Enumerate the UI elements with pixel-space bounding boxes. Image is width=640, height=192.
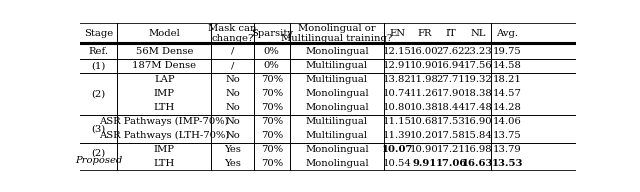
Text: 17.58: 17.58	[436, 131, 465, 140]
Text: 23.23: 23.23	[463, 47, 492, 56]
Text: 70%: 70%	[260, 145, 283, 154]
Text: 11.98: 11.98	[410, 75, 438, 84]
Text: 16.90: 16.90	[463, 117, 492, 126]
Text: 17.53: 17.53	[436, 117, 465, 126]
Text: 12.15: 12.15	[383, 47, 412, 56]
Text: 13.82: 13.82	[383, 75, 412, 84]
Text: 18.21: 18.21	[493, 75, 522, 84]
Text: IMP: IMP	[154, 89, 175, 98]
Text: 56M Dense: 56M Dense	[136, 47, 193, 56]
Text: Monolingual: Monolingual	[305, 145, 369, 154]
Text: Monolingual: Monolingual	[305, 103, 369, 112]
Text: 187M Dense: 187M Dense	[132, 61, 196, 70]
Text: Proposed: Proposed	[75, 156, 122, 165]
Text: ASR Pathways (LTH-70%): ASR Pathways (LTH-70%)	[99, 131, 230, 140]
Text: 17.56: 17.56	[463, 61, 492, 70]
Text: 10.90: 10.90	[410, 145, 438, 154]
Text: Ref.: Ref.	[88, 47, 109, 56]
Text: 0%: 0%	[264, 47, 280, 56]
Text: 16.63: 16.63	[462, 159, 493, 168]
Text: 16.98: 16.98	[463, 145, 492, 154]
Text: 27.62: 27.62	[436, 47, 465, 56]
Text: Multilingual: Multilingual	[306, 61, 368, 70]
Text: LTH: LTH	[154, 159, 175, 168]
Text: No: No	[225, 131, 240, 140]
Text: LAP: LAP	[154, 75, 175, 84]
Text: 13.79: 13.79	[493, 145, 522, 154]
Text: Yes: Yes	[224, 159, 241, 168]
Text: 14.58: 14.58	[493, 61, 522, 70]
Text: Mask can
change?: Mask can change?	[208, 24, 257, 43]
Text: 19.75: 19.75	[493, 47, 522, 56]
Text: 10.07: 10.07	[381, 145, 413, 154]
Text: 13.75: 13.75	[493, 131, 522, 140]
Text: IT: IT	[445, 29, 456, 38]
Text: 11.39: 11.39	[383, 131, 412, 140]
Text: No: No	[225, 117, 240, 126]
Text: /: /	[231, 47, 234, 56]
Text: (1): (1)	[92, 61, 106, 70]
Text: 17.21: 17.21	[436, 145, 465, 154]
Text: LTH: LTH	[154, 103, 175, 112]
Text: 16.00: 16.00	[410, 47, 438, 56]
Text: 19.32: 19.32	[463, 75, 492, 84]
Text: Avg.: Avg.	[496, 29, 518, 38]
Text: 70%: 70%	[260, 131, 283, 140]
Text: 10.90: 10.90	[410, 61, 438, 70]
Text: 14.28: 14.28	[493, 103, 522, 112]
Text: Sparsity: Sparsity	[251, 29, 292, 38]
Text: Monolingual or
Multilingual training?: Monolingual or Multilingual training?	[282, 24, 392, 43]
Text: 10.80: 10.80	[383, 103, 412, 112]
Text: 18.38: 18.38	[463, 89, 492, 98]
Text: IMP: IMP	[154, 145, 175, 154]
Text: 18.44: 18.44	[436, 103, 465, 112]
Text: 12.91: 12.91	[383, 61, 412, 70]
Text: 13.53: 13.53	[492, 159, 523, 168]
Text: 17.90: 17.90	[436, 89, 465, 98]
Text: 10.54: 10.54	[383, 159, 412, 168]
Text: EN: EN	[389, 29, 406, 38]
Text: NL: NL	[470, 29, 486, 38]
Text: (2): (2)	[92, 89, 106, 98]
Text: Model: Model	[148, 29, 180, 38]
Text: 70%: 70%	[260, 117, 283, 126]
Text: 10.74: 10.74	[383, 89, 412, 98]
Text: ASR Pathways (IMP-70%): ASR Pathways (IMP-70%)	[99, 117, 229, 126]
Text: /: /	[231, 61, 234, 70]
Text: 10.68: 10.68	[410, 117, 438, 126]
Text: 10.20: 10.20	[410, 131, 438, 140]
Text: 70%: 70%	[260, 75, 283, 84]
Text: 0%: 0%	[264, 61, 280, 70]
Text: Multilingual: Multilingual	[306, 131, 368, 140]
Text: 11.15: 11.15	[383, 117, 412, 126]
Text: 14.06: 14.06	[493, 117, 522, 126]
Text: 70%: 70%	[260, 103, 283, 112]
Text: 11.26: 11.26	[410, 89, 438, 98]
Text: No: No	[225, 75, 240, 84]
Text: 70%: 70%	[260, 159, 283, 168]
Text: Multilingual: Multilingual	[306, 75, 368, 84]
Text: 17.06: 17.06	[435, 159, 467, 168]
Text: 27.71: 27.71	[436, 75, 465, 84]
Text: 10.38: 10.38	[410, 103, 438, 112]
Text: 70%: 70%	[260, 89, 283, 98]
Text: 14.57: 14.57	[493, 89, 522, 98]
Text: Monolingual: Monolingual	[305, 47, 369, 56]
Text: (2): (2)	[92, 148, 106, 157]
Text: Yes: Yes	[224, 145, 241, 154]
Text: Stage: Stage	[84, 29, 113, 38]
Text: 17.48: 17.48	[463, 103, 492, 112]
Text: No: No	[225, 89, 240, 98]
Text: 9.91: 9.91	[412, 159, 436, 168]
Text: 15.84: 15.84	[463, 131, 492, 140]
Text: (3): (3)	[92, 124, 106, 133]
Text: No: No	[225, 103, 240, 112]
Text: Monolingual: Monolingual	[305, 89, 369, 98]
Text: Multilingual: Multilingual	[306, 117, 368, 126]
Text: Monolingual: Monolingual	[305, 159, 369, 168]
Text: FR: FR	[417, 29, 431, 38]
Text: 16.94: 16.94	[436, 61, 465, 70]
